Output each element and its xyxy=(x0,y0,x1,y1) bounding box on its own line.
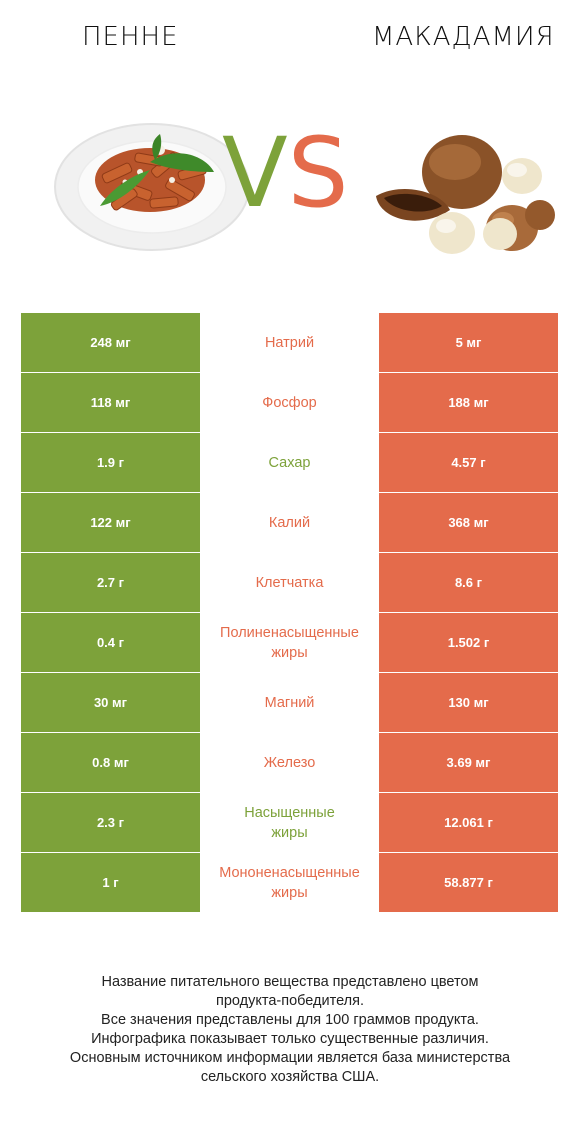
footer-line: сельского хозяйства США. xyxy=(200,1069,380,1085)
right-value: 4.57 г xyxy=(379,433,558,492)
left-value: 2.7 г xyxy=(21,553,200,612)
left-value: 0.4 г xyxy=(21,613,200,672)
footer-line: Инфографика показывает только существенн… xyxy=(91,1031,489,1047)
left-product-title: ПЕННЕ xyxy=(82,22,179,52)
right-product-title: МАКАДАМИЯ xyxy=(372,22,555,52)
left-value: 1 г xyxy=(21,853,200,912)
right-value: 8.6 г xyxy=(379,553,558,612)
vs-s: S xyxy=(287,117,349,229)
footer-line: продукта-победителя. xyxy=(215,993,365,1009)
left-value: 30 мг xyxy=(21,673,200,732)
right-value: 58.877 г xyxy=(379,853,558,912)
macadamia-image xyxy=(376,135,555,254)
vs-label: VS xyxy=(222,125,349,221)
nutrient-name: Мононенасыщенные жиры xyxy=(219,864,360,901)
table-row: 30 мг Магний 130 мг xyxy=(21,673,558,732)
footer-note: Название питательного вещества представл… xyxy=(0,973,580,1087)
nutrient-name: Натрий xyxy=(264,334,315,351)
right-value: 1.502 г xyxy=(379,613,558,672)
nutrient-name: Насыщенные жиры xyxy=(244,804,335,841)
left-value: 118 мг xyxy=(21,373,200,432)
table-row: 1 г Мононенасыщенные жиры 58.877 г xyxy=(21,853,558,912)
penne-image xyxy=(54,123,250,251)
nutrient-name: Полиненасыщенные жиры xyxy=(220,624,359,661)
comparison-table: 248 мг Натрий 5 мг 118 мг Фосфор 188 мг … xyxy=(21,313,558,913)
nutrient-name: Магний xyxy=(264,694,315,711)
table-row: 122 мг Калий 368 мг xyxy=(21,493,558,552)
left-value: 2.3 г xyxy=(21,793,200,852)
vs-v: V xyxy=(222,117,288,229)
left-value: 248 мг xyxy=(21,313,200,372)
footer-line: Все значения представлены для 100 граммо… xyxy=(101,1012,479,1028)
right-value: 3.69 мг xyxy=(379,733,558,792)
right-value: 130 мг xyxy=(379,673,558,732)
right-value: 5 мг xyxy=(379,313,558,372)
nutrient-name: Калий xyxy=(268,514,311,531)
right-value: 12.061 г xyxy=(379,793,558,852)
table-row: 248 мг Натрий 5 мг xyxy=(21,313,558,372)
nutrient-name: Сахар xyxy=(268,454,311,471)
left-value: 122 мг xyxy=(21,493,200,552)
table-row: 2.7 г Клетчатка 8.6 г xyxy=(21,553,558,612)
footer-line: Название питательного вещества представл… xyxy=(101,974,479,990)
table-row: 0.8 мг Железо 3.69 мг xyxy=(21,733,558,792)
table-row: 2.3 г Насыщенные жиры 12.061 г xyxy=(21,793,558,852)
table-row: 0.4 г Полиненасыщенные жиры 1.502 г xyxy=(21,613,558,672)
left-value: 0.8 мг xyxy=(21,733,200,792)
footer-line: Основным источником информации является … xyxy=(69,1050,511,1066)
nutrient-name: Фосфор xyxy=(262,394,317,411)
hero-images xyxy=(54,123,555,254)
nutrient-name: Железо xyxy=(263,754,316,771)
left-value: 1.9 г xyxy=(21,433,200,492)
table-row: 1.9 г Сахар 4.57 г xyxy=(21,433,558,492)
right-value: 188 мг xyxy=(379,373,558,432)
right-value: 368 мг xyxy=(379,493,558,552)
nutrient-name: Клетчатка xyxy=(255,574,324,591)
table-row: 118 мг Фосфор 188 мг xyxy=(21,373,558,432)
